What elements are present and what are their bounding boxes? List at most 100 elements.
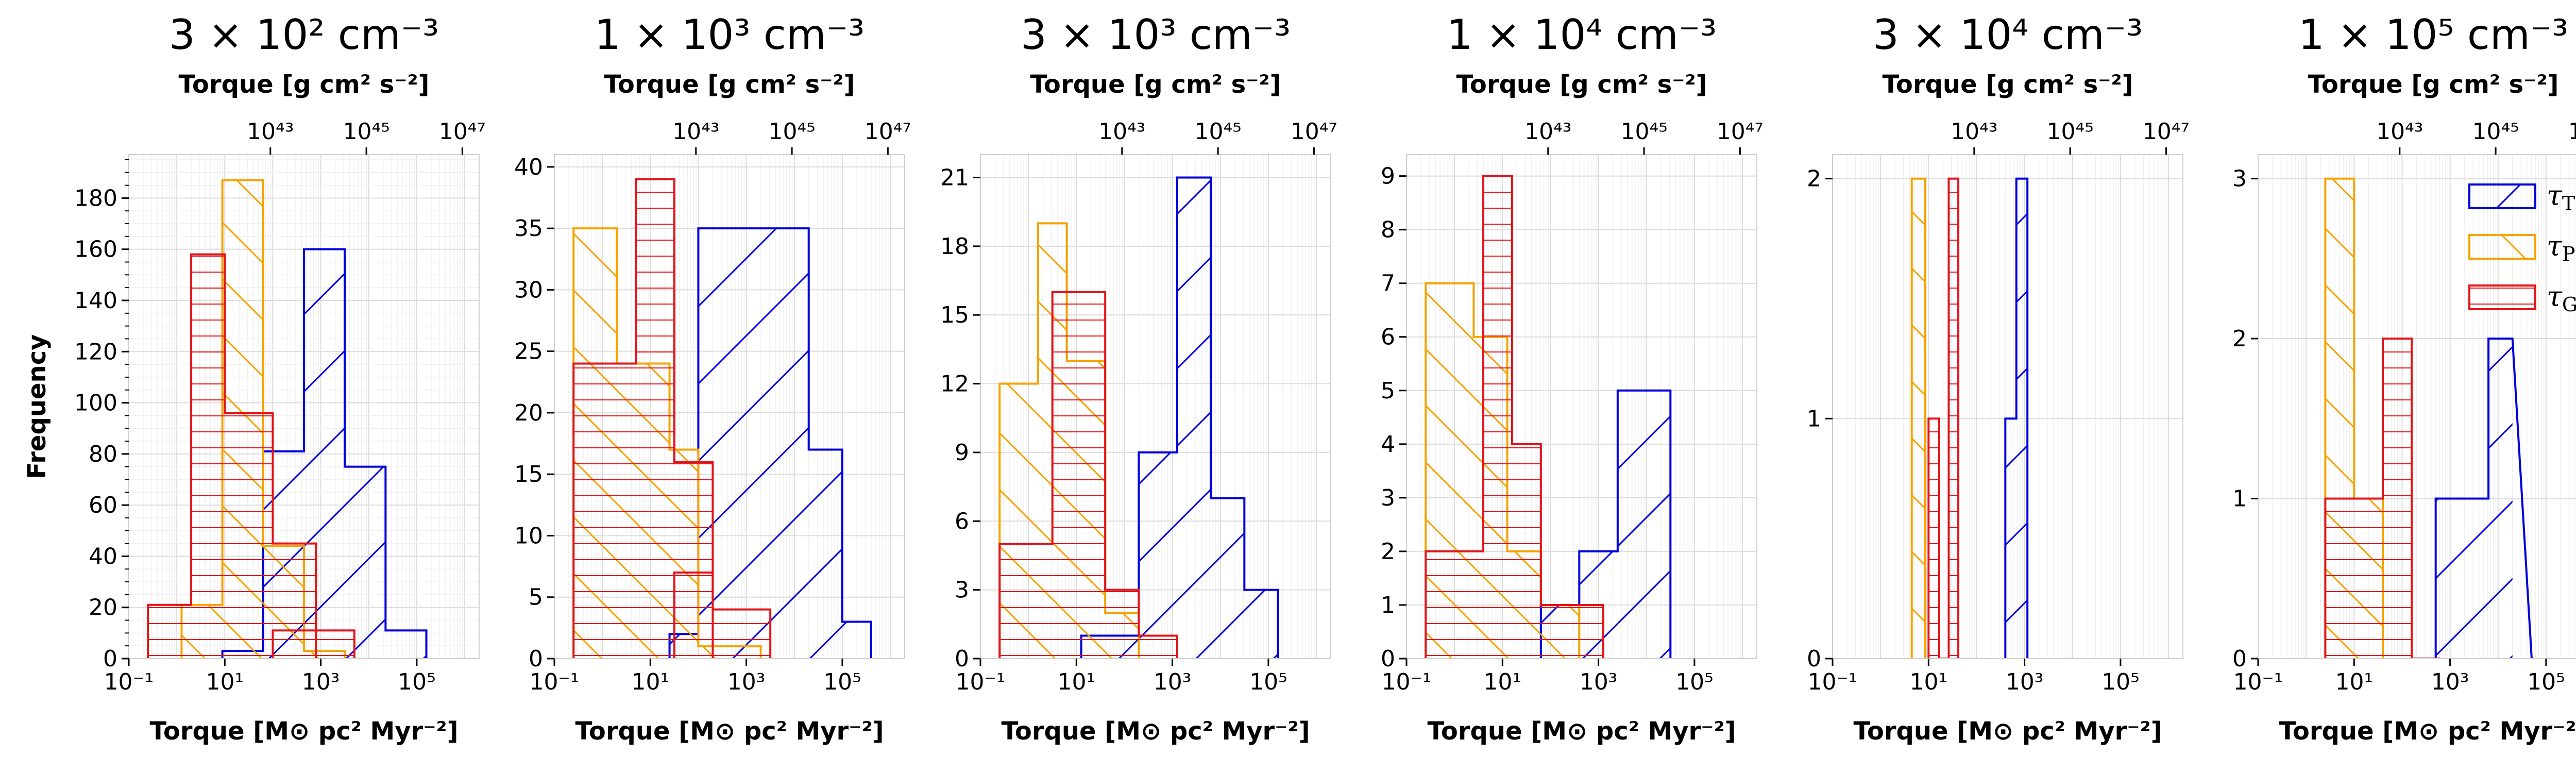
plot-frame bbox=[2258, 154, 2576, 659]
hist-outline-T bbox=[2004, 177, 2029, 659]
top-x-tick-label: 10⁴⁵ bbox=[343, 119, 389, 145]
top-x-tick-label: 10⁴³ bbox=[1524, 119, 1571, 145]
bars bbox=[1425, 175, 1672, 659]
y-tick-label: 12 bbox=[940, 371, 969, 397]
bar-T bbox=[2005, 418, 2016, 659]
top-x-tick-label: 10⁴³ bbox=[1951, 119, 1997, 145]
bar-G bbox=[999, 544, 1053, 659]
bar-T bbox=[808, 449, 842, 659]
bar-G bbox=[1052, 292, 1106, 659]
bar-T bbox=[1244, 590, 1278, 659]
x-tick-label: 10¹ bbox=[2335, 669, 2373, 695]
top-x-tick-label: 10⁴⁷ bbox=[1291, 119, 1337, 145]
bar-G bbox=[2383, 339, 2412, 659]
top-x-tick-label: 10⁴⁵ bbox=[1194, 119, 1241, 145]
y-tick-label: 3 bbox=[955, 577, 969, 603]
hist-outline-G bbox=[572, 178, 772, 659]
x-tick-label: 10⁵ bbox=[398, 669, 436, 695]
top-x-tick-label: 10⁴³ bbox=[1098, 119, 1145, 145]
plot-frame bbox=[128, 154, 480, 659]
top-x-tick-label: 10⁴⁷ bbox=[2568, 119, 2576, 145]
x-axis-label: Torque [M⊙ pc² Myr⁻²] bbox=[2279, 717, 2576, 746]
top-x-tick-label: 10⁴⁷ bbox=[439, 119, 486, 145]
hist-outline-G bbox=[673, 572, 714, 659]
top-axis-label: Torque [g cm² s⁻²] bbox=[604, 70, 855, 99]
hist-outline-G bbox=[1927, 177, 1960, 659]
bar-G bbox=[1105, 590, 1139, 659]
y-tick-label: 1 bbox=[2232, 486, 2247, 512]
panel-1: 0 20 40 60 80 100 120 140 160 180 10⁻¹ 10¹ 10³ 10⁵ 10⁴… bbox=[23, 11, 486, 746]
bar-G bbox=[674, 573, 713, 659]
y-tick-label: 21 bbox=[940, 164, 969, 191]
bar-T bbox=[842, 621, 871, 659]
top-axis-label: Torque [g cm² s⁻²] bbox=[2308, 70, 2559, 99]
grid bbox=[2258, 155, 2576, 659]
x-axis-label: Torque [M⊙ pc² Myr⁻²] bbox=[149, 717, 458, 746]
legend-label: τP bbox=[2547, 230, 2575, 265]
bar-T bbox=[1617, 390, 1671, 659]
y-tick-label: 0 bbox=[103, 646, 117, 672]
y-tick-label: 3 bbox=[1381, 485, 1395, 511]
y-tick-label: 140 bbox=[74, 288, 117, 314]
legend: τT τP τG bbox=[2468, 179, 2576, 316]
y-tick-label: 0 bbox=[2232, 646, 2247, 672]
legend-swatch bbox=[2468, 234, 2536, 260]
y-tick-label: 5 bbox=[529, 584, 543, 611]
bar-T bbox=[760, 228, 809, 659]
top-x-tick-label: 10⁴⁵ bbox=[1620, 119, 1667, 145]
y-tick-label: 160 bbox=[74, 237, 117, 263]
x-tick-label: 10⁻¹ bbox=[956, 669, 1006, 695]
y-tick-label: 7 bbox=[1381, 271, 1395, 297]
bar-T bbox=[1139, 452, 1177, 659]
y-tick-label: 15 bbox=[514, 461, 543, 488]
legend-swatch bbox=[2468, 284, 2536, 310]
y-tick-label: 20 bbox=[514, 400, 543, 426]
y-axis-label: Frequency bbox=[23, 334, 52, 479]
y-tick-label: 1 bbox=[1807, 406, 1821, 432]
panel-5: 0 1 2 10⁻¹ 10¹ 10³ 10⁵ 10⁴³ 10⁴⁵ 10⁴⁷ Torque [M⊙ p… bbox=[1807, 11, 2190, 746]
bar-G bbox=[191, 254, 225, 659]
x-tick-label: 10³ bbox=[1154, 669, 1192, 695]
bar-G bbox=[636, 179, 674, 659]
panel-title: 1 × 10³ cm⁻³ bbox=[595, 11, 865, 59]
plot-frame bbox=[1832, 154, 2183, 659]
x-tick-label: 10⁻¹ bbox=[530, 669, 580, 695]
x-tick-label: 10³ bbox=[727, 669, 766, 695]
bar-T bbox=[345, 466, 386, 659]
hist-outline-G bbox=[1425, 175, 1604, 659]
plot-frame bbox=[980, 154, 1331, 659]
hist-outline-T bbox=[2434, 338, 2533, 659]
legend-label: τG bbox=[2547, 280, 2576, 316]
x-tick-label: 10⁵ bbox=[2102, 669, 2140, 695]
panel-4: 0 1 2 3 4 5 6 7 8 9 10⁻¹ 10¹ 10³ 10⁵ 10⁴³ 10⁴⁵ 10⁴⁷ Torqu… bbox=[1381, 11, 1764, 746]
bar-G bbox=[1139, 635, 1177, 659]
x-tick-label: 10³ bbox=[1580, 669, 1618, 695]
bar-G bbox=[273, 630, 354, 659]
bar-G bbox=[148, 604, 192, 659]
bars bbox=[2324, 177, 2533, 659]
top-x-tick-label: 10⁴⁵ bbox=[2046, 119, 2093, 145]
y-tick-label: 2 bbox=[1807, 166, 1821, 192]
y-tick-label: 8 bbox=[1381, 217, 1395, 243]
y-tick-label: 5 bbox=[1381, 378, 1395, 404]
x-tick-label: 10⁵ bbox=[823, 669, 861, 695]
hist-outline-G bbox=[2324, 338, 2441, 659]
plot-frame bbox=[554, 154, 905, 659]
bar-G bbox=[573, 363, 636, 659]
bar-G bbox=[2325, 498, 2383, 659]
top-x-tick-label: 10⁴³ bbox=[247, 119, 294, 145]
x-tick-label: 10³ bbox=[2431, 669, 2469, 695]
top-x-tick-label: 10⁴⁷ bbox=[1717, 119, 1764, 145]
y-tick-label: 25 bbox=[514, 339, 543, 365]
x-tick-label: 10¹ bbox=[1057, 669, 1095, 695]
top-x-tick-label: 10⁴⁵ bbox=[768, 119, 815, 145]
y-tick-label: 0 bbox=[955, 646, 969, 672]
y-tick-label: 35 bbox=[514, 215, 543, 242]
y-tick-label: 60 bbox=[89, 492, 117, 518]
legend-swatch bbox=[2468, 183, 2536, 209]
bar-T bbox=[1177, 177, 1211, 659]
x-axis-label: Torque [M⊙ pc² Myr⁻²] bbox=[1427, 717, 1736, 746]
panel-6: 0 1 2 3 10⁻¹ 10¹ 10³ 10⁵ 10⁴³ 10⁴⁵ 10⁴⁷ Torque [M⊙ … bbox=[2232, 11, 2576, 746]
x-tick-label: 10⁵ bbox=[2527, 669, 2565, 695]
